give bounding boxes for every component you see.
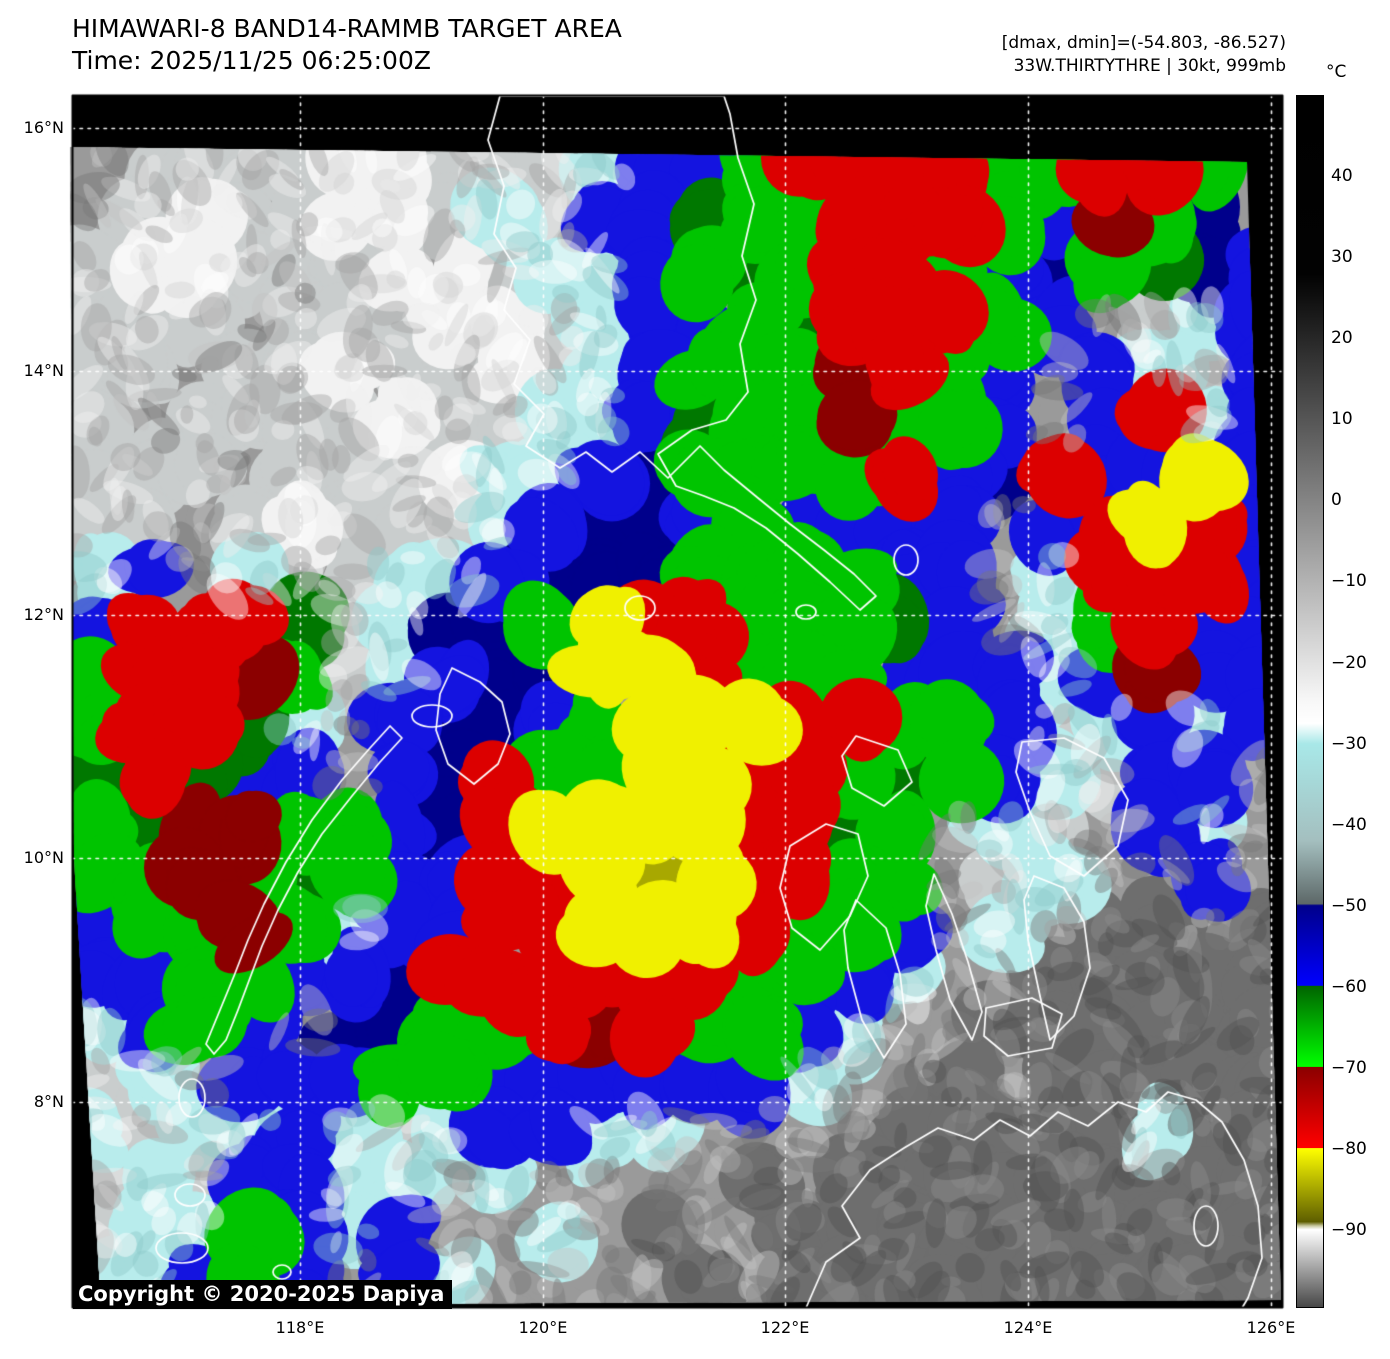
colorbar-tick-label: −80 <box>1331 1139 1367 1159</box>
lat-tick-label: 8°N <box>33 1092 64 1111</box>
lon-tick-label: 120°E <box>518 1318 568 1337</box>
colorbar-gradient <box>1297 96 1323 1307</box>
colorbar-tick-label: −10 <box>1331 571 1367 591</box>
colorbar-tick-label: 20 <box>1331 328 1353 348</box>
colorbar-unit-label: °C <box>1326 62 1347 82</box>
colorbar-tick-label: −90 <box>1331 1220 1367 1240</box>
colorbar-tick-label: −70 <box>1331 1058 1367 1078</box>
colorbar-tick-label: 10 <box>1331 409 1353 429</box>
colorbar-tick-label: −50 <box>1331 896 1367 916</box>
lat-tick-label: 16°N <box>23 118 64 137</box>
lon-tick-label: 124°E <box>1003 1318 1053 1337</box>
timestamp: Time: 2025/11/25 06:25:00Z <box>72 46 431 75</box>
header-right: [dmax, dmin]=(-54.803, -86.527) 33W.THIR… <box>1002 32 1286 78</box>
lon-tick-label: 126°E <box>1246 1318 1296 1337</box>
lat-tick-label: 12°N <box>23 605 64 624</box>
page-title: HIMAWARI-8 BAND14-RAMMB TARGET AREA <box>72 14 622 43</box>
colorbar-tick-label: −30 <box>1331 734 1367 754</box>
colorbar-tick-label: 30 <box>1331 247 1353 267</box>
colorbar-tick-label: −20 <box>1331 653 1367 673</box>
lat-tick-label: 14°N <box>23 361 64 380</box>
lon-tick-label: 118°E <box>275 1318 325 1337</box>
colorbar-tick-label: 40 <box>1331 166 1353 186</box>
colorbar-tick-label: −40 <box>1331 815 1367 835</box>
colorbar <box>1296 95 1324 1308</box>
dmax-dmin-readout: [dmax, dmin]=(-54.803, -86.527) <box>1001 33 1286 53</box>
copyright-badge: Copyright © 2020-2025 Dapiya <box>73 1280 453 1309</box>
lat-tick-label: 10°N <box>23 848 64 867</box>
lon-tick-label: 122°E <box>760 1318 810 1337</box>
colorbar-tick-label: −60 <box>1331 977 1367 997</box>
storm-info: 33W.THIRTYTHRE | 30kt, 999mb <box>1013 56 1286 76</box>
colorbar-tick-label: 0 <box>1331 490 1342 510</box>
